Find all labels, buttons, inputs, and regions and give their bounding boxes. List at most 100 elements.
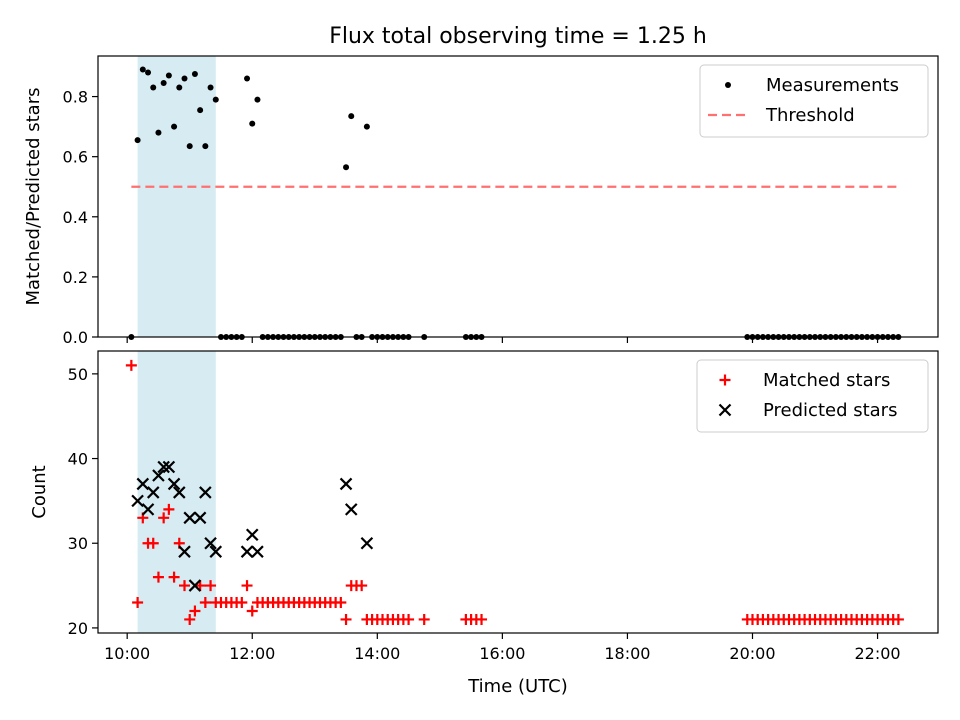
axes-frame <box>97 350 939 634</box>
matched-star-point <box>241 580 253 592</box>
measurement-point <box>254 96 261 103</box>
x-tick-label: 22:00 <box>854 644 900 663</box>
measurement-point <box>181 75 188 82</box>
y-axis-label: Count <box>29 465 50 518</box>
y-axis-label: Matched/Predicted stars <box>23 88 44 306</box>
measurement-point <box>139 66 146 73</box>
measurement-point <box>145 69 152 76</box>
matched-star-point <box>132 597 144 609</box>
matched-star-point <box>147 537 159 549</box>
measurement-point <box>212 96 219 103</box>
measurement-point <box>363 123 370 130</box>
top-panel: 0.0 0.2 0.4 0.6 0.8 Matched/Predicted stars Me… <box>23 55 939 347</box>
predicted-star-point <box>173 486 186 499</box>
predicted-star-point <box>204 536 217 550</box>
measurement-point <box>207 84 214 91</box>
y-tick-label: 30 <box>68 534 88 553</box>
measurement-point <box>348 113 355 120</box>
matched-star-point <box>205 580 217 592</box>
matched-star-point <box>125 359 137 371</box>
measurement-point <box>186 143 193 150</box>
predicted-star-point <box>240 545 254 558</box>
matched-star-point <box>403 613 415 625</box>
predicted-star-point <box>193 511 207 525</box>
measurement-point <box>202 143 209 150</box>
predicted-star-point <box>146 486 160 499</box>
x-tick-label: 16:00 <box>479 644 525 663</box>
predicted-star-point <box>360 536 374 550</box>
legend-frame <box>699 64 929 138</box>
matched-star-point <box>418 613 430 625</box>
y-tick-label: 0.8 <box>63 88 88 107</box>
y-tick-label: 0.2 <box>63 268 88 287</box>
y-tick-label: 40 <box>68 450 88 469</box>
matched-star-point <box>179 580 191 592</box>
legend-label: Measurements <box>766 75 899 96</box>
measurement-point <box>343 164 350 171</box>
measurement-point <box>150 84 157 91</box>
measurement-point <box>191 71 198 78</box>
matched-star-point <box>476 613 488 625</box>
chart-title: Flux total observing time = 1.25 h <box>329 24 707 49</box>
measurement-point <box>134 137 141 144</box>
predicted-star-point <box>183 511 196 525</box>
legend-frame <box>696 359 929 433</box>
matched-star-point <box>163 503 175 515</box>
predicted-star-point <box>157 460 170 474</box>
x-tick-label: 10:00 <box>104 644 150 663</box>
matched-star-point <box>236 597 248 609</box>
y-tick-label: 50 <box>68 365 88 384</box>
matched-star-point <box>356 580 368 592</box>
matched-star-point <box>246 605 258 617</box>
axes-frame <box>97 55 939 338</box>
x-tick-label: 12:00 <box>229 644 275 663</box>
legend-label: Matched stars <box>763 370 890 391</box>
y-tick-label: 0.6 <box>63 148 88 167</box>
measurement-point <box>171 123 178 130</box>
matched-star-point <box>892 613 904 625</box>
predicted-star-point <box>344 503 358 516</box>
legend-predicted-swatch <box>718 403 732 417</box>
x-axis-label: Time (UTC) <box>467 676 568 697</box>
legend-label: Threshold <box>765 105 855 126</box>
predicted-star-point <box>131 494 144 508</box>
predicted-star-point <box>339 477 353 491</box>
predicted-star-point <box>152 469 165 482</box>
matched-star-point <box>340 613 352 625</box>
predicted-star-point <box>209 545 223 558</box>
legend: Matched stars Predicted stars <box>696 359 929 433</box>
measurement-point <box>244 75 251 82</box>
matched-star-point <box>335 597 347 609</box>
y-tick-label: 0.0 <box>63 328 88 347</box>
matched-star-point <box>199 597 211 609</box>
predicted-star-point <box>167 477 181 491</box>
measurement-point <box>160 80 167 87</box>
matched-star-point <box>189 605 201 617</box>
measurement-point <box>176 84 183 91</box>
matched-star-point <box>168 571 180 583</box>
predicted-star-point <box>199 486 212 499</box>
matched-star-point <box>158 512 170 524</box>
legend-label: Predicted stars <box>763 400 897 421</box>
legend-matched-swatch <box>719 374 731 386</box>
y-tick-label: 0.4 <box>63 208 88 227</box>
x-tick-label: 20:00 <box>729 644 775 663</box>
x-tick-label: 14:00 <box>354 644 400 663</box>
predicted-star-point <box>162 460 176 474</box>
x-tick-label: 18:00 <box>604 644 650 663</box>
measurement-point <box>155 129 162 136</box>
measurement-point <box>197 107 204 114</box>
measurement-point <box>165 72 172 79</box>
predicted-star-point <box>251 545 264 558</box>
shaded-span <box>137 56 216 337</box>
bottom-panel: 20 30 40 50 Count 10:00 12:00 14:00 16:00 18:00 20… <box>29 350 939 663</box>
measurement-point <box>249 120 256 127</box>
predicted-star-point <box>136 477 150 491</box>
predicted-star-point <box>188 579 202 592</box>
predicted-star-point <box>141 503 155 516</box>
predicted-star-point <box>245 528 259 542</box>
legend: Measurements Threshold <box>699 64 929 138</box>
predicted-star-point <box>178 545 191 558</box>
matched-star-point <box>184 613 196 625</box>
